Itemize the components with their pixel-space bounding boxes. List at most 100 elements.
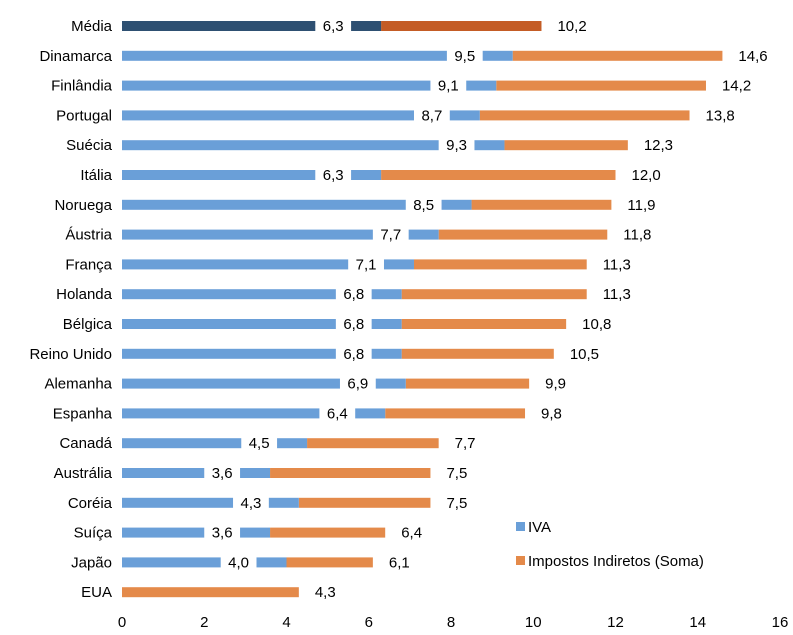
x-tick-label: 12 [607, 614, 624, 631]
bar-total-segment [496, 80, 706, 91]
bar-iva-segment [122, 319, 336, 329]
bar-iva-segment [256, 557, 287, 568]
bar-iva-segment [122, 438, 242, 449]
bar-total-segment [270, 527, 386, 538]
data-label-total: 13,8 [706, 107, 735, 124]
legend-label-total: Impostos Indiretos (Soma) [528, 553, 704, 570]
category-label: França [65, 256, 112, 273]
category-label: Suécia [66, 137, 113, 154]
x-tick-label: 6 [365, 614, 373, 631]
x-tick-label: 0 [118, 614, 126, 631]
bar-iva-segment [122, 140, 439, 151]
category-label: Coréia [68, 495, 113, 512]
category-label: Austrália [54, 465, 113, 482]
bar-total-segment [286, 557, 373, 568]
data-label-iva: 4,5 [249, 435, 270, 452]
bar-iva-segment [122, 80, 431, 91]
data-label-iva: 9,3 [446, 137, 467, 154]
data-label-total: 7,5 [446, 465, 467, 482]
data-label-total: 6,1 [389, 554, 410, 571]
category-label: EUA [81, 584, 112, 601]
data-label-total: 11,3 [603, 256, 631, 273]
category-label: Canadá [59, 435, 112, 452]
bar-total-segment [401, 348, 554, 359]
legend-swatch-iva [516, 522, 525, 531]
category-label: Espanha [53, 405, 113, 422]
data-label-total: 12,3 [644, 137, 673, 154]
data-label-total: 10,5 [570, 346, 599, 363]
bar-iva-segment [351, 170, 382, 180]
bar-iva-segment [122, 497, 234, 508]
legend-label-iva: IVA [528, 519, 551, 536]
category-label: Reino Unido [29, 346, 112, 363]
bar-total-segment [401, 319, 567, 329]
legend-swatch-total [516, 556, 525, 565]
bar-total-segment [479, 110, 690, 121]
bar-total-segment [504, 140, 628, 151]
data-label-total: 10,8 [582, 316, 611, 333]
bar-total-segment [413, 259, 587, 270]
bar-total-segment [438, 229, 608, 240]
bar-total-segment [401, 289, 587, 300]
bar-total-segment [471, 199, 612, 210]
bar-iva-segment [375, 378, 406, 389]
bar-total-segment [385, 408, 526, 419]
category-label: Dinamarca [39, 48, 112, 65]
data-label-iva: 6,8 [343, 346, 364, 363]
data-label-iva: 8,7 [421, 107, 442, 124]
x-tick-label: 14 [689, 614, 706, 631]
bar-iva-segment [122, 110, 414, 121]
bar-iva-segment [355, 408, 386, 419]
data-label-iva: 4,0 [228, 554, 249, 571]
data-label-iva: 8,5 [413, 197, 434, 214]
category-label: Noruega [54, 197, 112, 214]
data-label-iva: 7,1 [356, 256, 377, 273]
bar-iva-segment [371, 348, 402, 359]
x-tick-label: 8 [447, 614, 455, 631]
bar-iva-segment [122, 348, 336, 359]
data-label-total: 12,0 [632, 167, 661, 184]
bar-total-segment [381, 170, 616, 180]
bar-iva-segment [122, 557, 221, 568]
bar-iva-segment [122, 21, 316, 31]
data-label-iva: 6,8 [343, 316, 364, 333]
category-label: Média [71, 18, 113, 35]
data-label-iva: 6,4 [327, 405, 348, 422]
bar-iva-segment [122, 289, 336, 300]
data-label-total: 10,2 [557, 18, 586, 35]
bar-iva-segment [240, 468, 271, 478]
bar-iva-segment [122, 50, 447, 61]
bar-iva-segment [122, 468, 205, 478]
data-label-total: 11,8 [623, 227, 651, 244]
x-tick-label: 2 [200, 614, 208, 631]
data-label-total: 14,6 [738, 48, 767, 65]
bar-iva-segment [466, 80, 497, 91]
category-label: Áustria [65, 227, 112, 244]
bar-iva-segment [240, 527, 271, 538]
bar-iva-segment [122, 229, 373, 240]
bar-iva-segment [371, 319, 402, 329]
bar-iva-segment [449, 110, 480, 121]
bar-iva-segment [122, 408, 320, 419]
category-label: Bélgica [63, 316, 113, 333]
bar-iva-segment [474, 140, 505, 151]
data-label-iva: 7,7 [380, 227, 401, 244]
bar-iva-segment [122, 259, 349, 270]
data-label-iva: 3,6 [212, 465, 233, 482]
bar-total-segment [122, 587, 299, 598]
bar-iva-segment [441, 199, 472, 210]
data-label-total: 6,4 [401, 525, 422, 542]
data-label-total: 11,3 [603, 286, 631, 303]
category-label: Finlândia [51, 78, 113, 95]
bar-iva-segment [122, 170, 316, 180]
data-label-total: 9,8 [541, 405, 562, 422]
bar-iva-segment [383, 259, 414, 270]
bar-iva-segment [268, 497, 299, 508]
category-label: Holanda [56, 286, 113, 303]
data-label-iva: 4,3 [241, 495, 262, 512]
data-label-total: 11,9 [627, 197, 655, 214]
bar-total-segment [270, 468, 431, 478]
data-label-iva: 9,5 [454, 48, 475, 65]
bar-iva-segment [122, 527, 205, 538]
